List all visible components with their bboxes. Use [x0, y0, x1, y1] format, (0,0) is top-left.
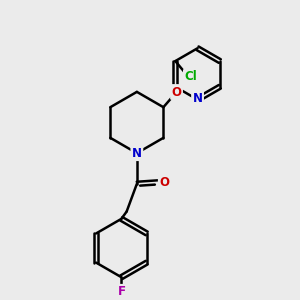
Text: O: O — [172, 85, 182, 98]
Text: F: F — [117, 285, 125, 298]
Text: N: N — [193, 92, 202, 105]
Text: Cl: Cl — [184, 70, 197, 83]
Text: N: N — [132, 147, 142, 160]
Text: O: O — [159, 176, 169, 189]
